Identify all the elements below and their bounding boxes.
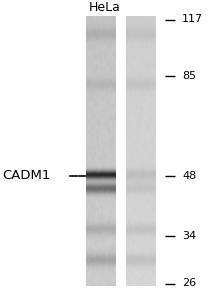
- Text: 85: 85: [182, 70, 196, 81]
- Text: 117: 117: [182, 14, 203, 25]
- Text: CADM1: CADM1: [2, 169, 51, 182]
- Text: 26: 26: [182, 278, 196, 289]
- Text: 48: 48: [182, 171, 196, 181]
- Text: 34: 34: [182, 231, 196, 242]
- Text: HeLa: HeLa: [88, 1, 120, 14]
